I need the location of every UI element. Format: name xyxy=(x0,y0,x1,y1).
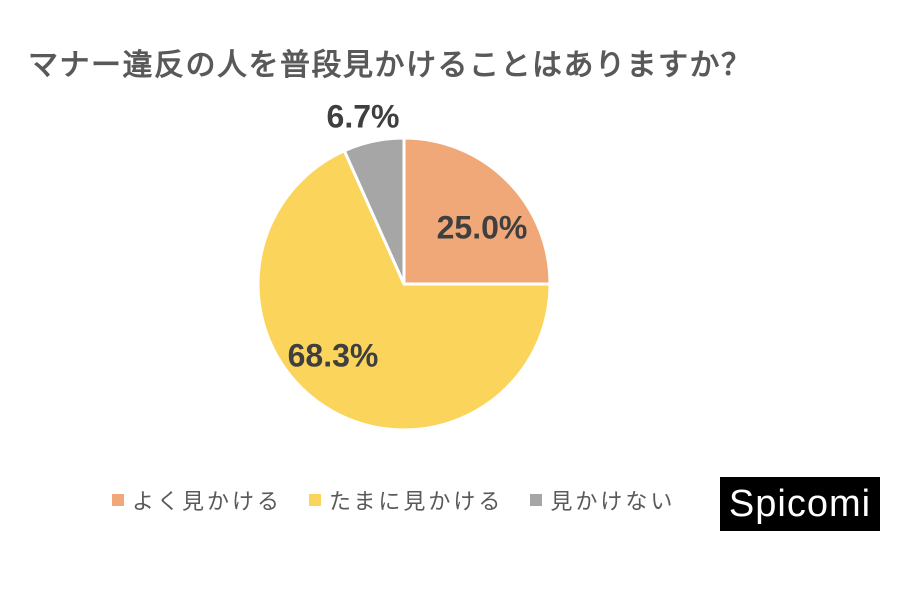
legend-item-often: よく見かける xyxy=(112,484,282,516)
legend-swatch-sometimes-icon xyxy=(309,494,322,506)
pie-chart xyxy=(256,136,552,432)
pie-slice-1 xyxy=(256,149,552,432)
legend: よく見かける たまに見かける 見かけない xyxy=(112,484,675,516)
pie-slice-2 xyxy=(342,136,406,286)
legend-label-often: よく見かける xyxy=(132,489,283,514)
slice-value-sometimes: 68.3% xyxy=(287,337,379,374)
legend-item-never: 見かけない xyxy=(530,484,675,516)
legend-swatch-often-icon xyxy=(112,494,124,506)
slice-value-often: 25.0% xyxy=(436,209,528,246)
legend-label-never: 見かけない xyxy=(550,489,676,514)
legend-item-sometimes: たまに見かける xyxy=(309,484,503,516)
legend-swatch-never-icon xyxy=(530,494,543,506)
slice-value-never: 6.7% xyxy=(326,98,400,135)
chart-title: マナー違反の人を普段見かけることはありますか？ xyxy=(28,49,753,82)
legend-label-sometimes: たまに見かける xyxy=(329,489,504,514)
pie-slice-0 xyxy=(402,136,552,286)
spicomi-logo: Spicomi xyxy=(720,477,880,531)
